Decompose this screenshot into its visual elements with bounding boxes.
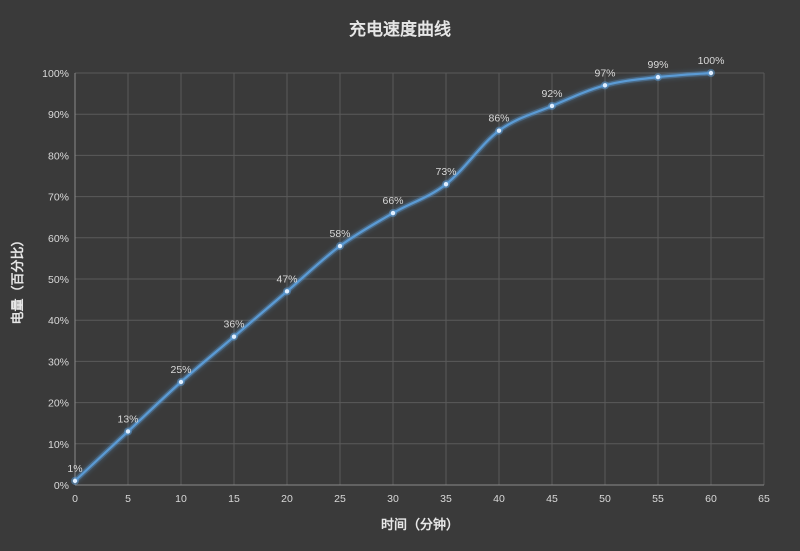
y-tick-label: 100%	[42, 68, 69, 80]
data-point	[125, 429, 131, 434]
data-label: 36%	[223, 319, 244, 331]
data-point	[72, 478, 78, 484]
data-label: 99%	[647, 59, 668, 71]
x-tick-label: 55	[652, 493, 664, 505]
x-tick-label: 30	[387, 493, 399, 505]
y-tick-label: 10%	[48, 439, 69, 451]
y-tick-label: 80%	[48, 150, 69, 162]
y-tick-label: 40%	[48, 315, 69, 327]
data-point	[337, 243, 343, 249]
x-tick-label: 35	[440, 493, 452, 505]
x-tick-label: 50	[599, 493, 611, 505]
data-point	[390, 210, 396, 216]
x-axis-title: 时间（分钟）	[381, 517, 459, 533]
y-tick-label: 50%	[48, 274, 69, 286]
data-label: 13%	[117, 413, 138, 425]
x-tick-label: 10	[175, 493, 187, 505]
y-tick-label: 90%	[48, 109, 69, 121]
data-label: 1%	[67, 463, 82, 475]
x-tick-label: 25	[334, 493, 346, 505]
chart-title: 充电速度曲线	[349, 19, 451, 40]
data-label: 73%	[435, 166, 456, 178]
data-labels: 1% 13% 25% 36% 47% 58% 66% 73% 86% 92% 97% 99% 100%	[67, 55, 724, 475]
x-tick-label: 40	[493, 493, 505, 505]
series	[71, 69, 715, 485]
y-axis-title: 电量（百分比）	[10, 233, 26, 324]
data-point	[178, 379, 184, 385]
y-tick-label: 60%	[48, 233, 69, 245]
x-tick-label: 0	[72, 493, 78, 505]
y-tick-label: 30%	[48, 356, 69, 368]
x-tick-label: 15	[228, 493, 240, 505]
data-point	[602, 83, 608, 88]
data-point	[443, 182, 449, 187]
data-label: 25%	[170, 364, 191, 376]
x-tick-label: 45	[546, 493, 558, 505]
axes: 0% 10% 20% 30% 40% 50% 60% 70% 80% 90% 100% 0 5 10 15 2…	[42, 68, 770, 505]
data-label: 86%	[488, 113, 509, 125]
x-tick-label: 60	[705, 493, 717, 505]
data-point	[708, 70, 714, 76]
data-label: 47%	[276, 273, 297, 285]
data-point	[496, 128, 502, 133]
x-tick-label: 65	[758, 493, 770, 505]
data-label: 92%	[541, 88, 562, 100]
data-label: 58%	[329, 228, 350, 240]
data-point	[231, 334, 237, 339]
x-tick-label: 20	[281, 493, 293, 505]
y-tick-label: 20%	[48, 398, 69, 410]
y-tick-label: 70%	[48, 192, 69, 204]
grid	[75, 72, 765, 485]
y-tick-label: 0%	[54, 480, 69, 492]
data-point	[549, 103, 555, 109]
x-tick-label: 5	[125, 493, 131, 505]
data-point	[284, 289, 290, 294]
data-point	[655, 74, 661, 80]
data-label: 100%	[698, 55, 725, 67]
data-label: 97%	[594, 67, 615, 79]
data-label: 66%	[382, 195, 403, 207]
